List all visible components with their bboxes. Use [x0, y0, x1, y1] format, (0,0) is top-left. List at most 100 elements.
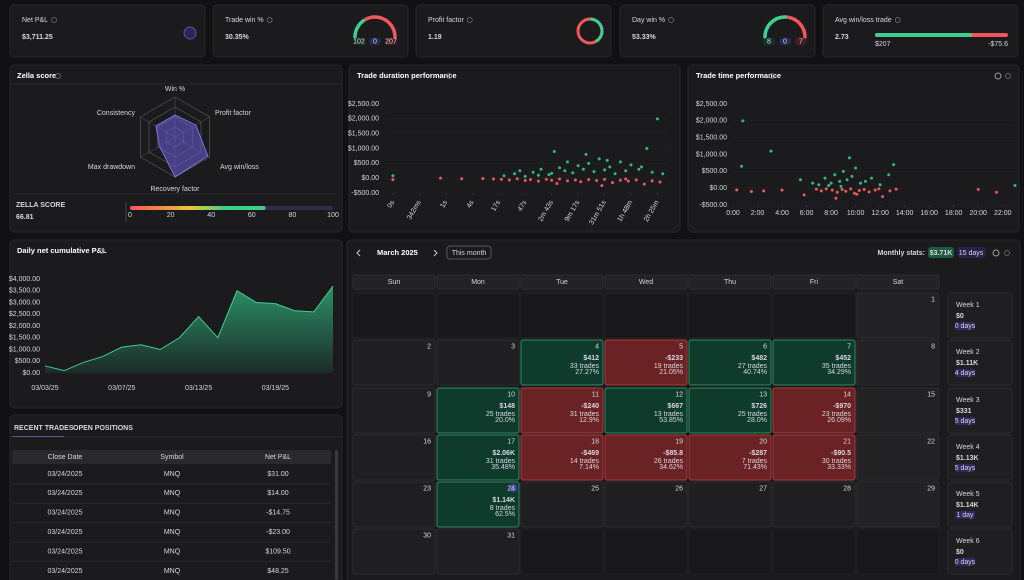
day-trades: 31 trades — [486, 458, 516, 465]
point — [552, 149, 556, 153]
day-cell-traded[interactable] — [688, 434, 772, 481]
day-cell[interactable] — [352, 528, 436, 575]
day-number: 18 — [591, 438, 599, 445]
day-cell[interactable] — [856, 434, 940, 481]
panel-title: Daily net cumulative P&L — [17, 246, 107, 255]
info-icon — [51, 17, 57, 23]
button[interactable] — [446, 245, 492, 260]
day-cell-traded[interactable] — [520, 339, 604, 386]
day-cell[interactable] — [436, 528, 520, 575]
point — [798, 178, 802, 182]
day-cell-traded[interactable] — [688, 387, 772, 434]
day-number: 14 — [843, 391, 851, 398]
day-cell — [688, 528, 772, 575]
day-cell-traded[interactable] — [436, 481, 520, 528]
point — [587, 178, 591, 182]
point — [838, 179, 842, 183]
day-number: 4 — [595, 343, 599, 350]
week-days: 0 days — [955, 323, 976, 330]
stat-value: 53.33% — [632, 34, 657, 41]
x-tick-label: 0:00 — [726, 210, 740, 217]
day-number: 25 — [591, 485, 599, 492]
day-rate: 62.5% — [495, 511, 515, 518]
point — [515, 177, 519, 181]
point — [995, 190, 999, 194]
gauge-count: 0 — [373, 39, 377, 46]
point — [581, 167, 585, 171]
day-cell-traded[interactable] — [772, 387, 856, 434]
day-cell — [520, 528, 604, 575]
y-tick-label: $1,000.00 — [348, 145, 379, 152]
y-tick-label: $2,500.00 — [348, 101, 379, 108]
column-header: Close Date — [48, 454, 83, 461]
point — [892, 163, 896, 167]
point — [439, 176, 443, 180]
day-cell-traded[interactable] — [436, 387, 520, 434]
day-cell[interactable] — [688, 481, 772, 528]
day-number: 13 — [759, 391, 767, 398]
day-cell-traded[interactable] — [604, 434, 688, 481]
day-cell[interactable] — [772, 481, 856, 528]
day-cell[interactable] — [520, 481, 604, 528]
score-value: 66.81 — [16, 214, 34, 221]
point — [854, 166, 858, 170]
day-cell-traded[interactable] — [688, 339, 772, 386]
day-trades: 31 trades — [570, 411, 600, 418]
weekday: Tue — [556, 279, 568, 286]
week-label: Week 2 — [956, 349, 980, 356]
day-cell-traded[interactable] — [436, 434, 520, 481]
y-tick-label: $1,500.00 — [696, 135, 727, 142]
day-cell-traded[interactable] — [604, 339, 688, 386]
point — [502, 174, 506, 178]
point — [558, 166, 562, 170]
day-pnl: $726 — [751, 403, 767, 410]
point — [830, 188, 834, 192]
score-bar — [130, 206, 266, 210]
day-cell[interactable] — [856, 292, 940, 339]
gauge-badge — [385, 38, 397, 45]
settings-icon — [992, 249, 1000, 257]
day-cell[interactable] — [436, 339, 520, 386]
point — [518, 169, 522, 173]
y-tick-label: $0.00 — [709, 185, 727, 192]
day-cell-traded[interactable] — [520, 387, 604, 434]
day-rate: 71.43% — [743, 464, 767, 471]
panel — [619, 4, 816, 58]
day-cell[interactable] — [856, 339, 940, 386]
point — [600, 184, 604, 188]
day-cell[interactable] — [604, 481, 688, 528]
day-cell-traded[interactable] — [772, 339, 856, 386]
day-pnl: -$970 — [833, 403, 851, 410]
day-cell-traded[interactable] — [520, 434, 604, 481]
radar-label: Profit factor — [215, 110, 251, 117]
day-cell-traded[interactable] — [604, 387, 688, 434]
day-cell[interactable] — [352, 339, 436, 386]
day-number: 20 — [759, 438, 767, 445]
point — [536, 179, 540, 183]
stats-value: $3.71K — [930, 250, 953, 257]
day-cell[interactable] — [352, 387, 436, 434]
day-cell — [436, 292, 520, 339]
day-cell[interactable] — [856, 387, 940, 434]
day-pnl: -$90.5 — [831, 450, 851, 457]
gauge-arc — [763, 15, 788, 39]
week-days: 0 days — [955, 559, 976, 566]
day-cell[interactable] — [352, 434, 436, 481]
point — [650, 170, 654, 174]
weekday-header — [688, 274, 772, 290]
day-cell[interactable] — [856, 481, 940, 528]
point — [735, 188, 739, 192]
cell: $31.00 — [267, 471, 289, 478]
point — [859, 181, 863, 185]
day-cell — [604, 292, 688, 339]
day-cell[interactable] — [352, 481, 436, 528]
day-trades: 7 trades — [742, 458, 768, 465]
point — [877, 187, 881, 191]
day-cell-traded[interactable] — [772, 434, 856, 481]
point — [645, 147, 649, 150]
point — [584, 152, 588, 156]
avg-win: $207 — [875, 41, 891, 48]
panel — [822, 4, 1019, 58]
